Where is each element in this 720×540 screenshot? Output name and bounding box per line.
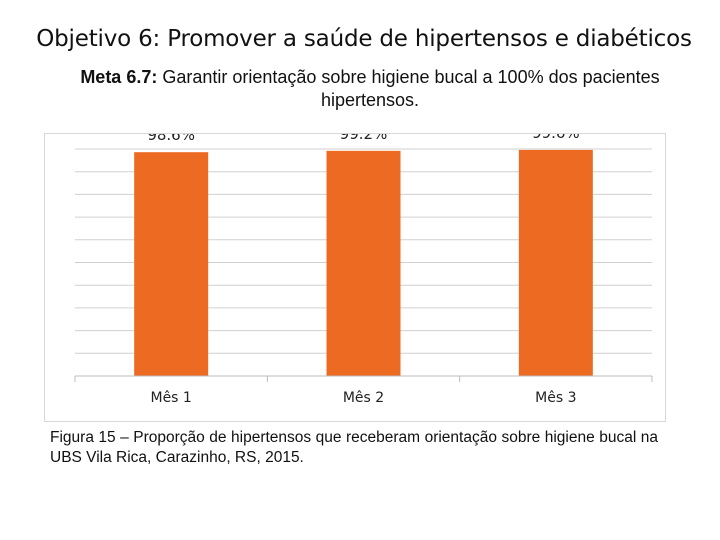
goal-text: Garantir orientação sobre higiene bucal …	[157, 67, 660, 110]
slide-title: Objetivo 6: Promover a saúde de hiperten…	[36, 26, 692, 52]
figure-caption: Figura 15 – Proporção de hipertensos que…	[50, 429, 658, 466]
x-axis	[74, 375, 653, 382]
chart-frame: 98.6% 99.2% 99.6% Mês 1 Mês 2 Mês 3	[44, 124, 666, 422]
x-tick-labels: Mês 1 Mês 2 Mês 3	[150, 390, 576, 406]
data-label: 99.6%	[532, 134, 580, 142]
goal-label: Meta 6.7:	[80, 67, 158, 87]
data-label: 98.6%	[147, 134, 195, 144]
x-tick-label: Mês 3	[535, 390, 576, 406]
bar	[134, 152, 209, 376]
goal-subtitle: Meta 6.7: Garantir orientação sobre higi…	[40, 66, 700, 112]
x-tick-label: Mês 1	[150, 390, 191, 406]
x-tick-label: Mês 2	[343, 390, 384, 406]
data-labels: 98.6% 99.2% 99.6%	[147, 124, 580, 144]
bars	[134, 149, 593, 376]
bar	[518, 149, 593, 376]
data-label: 99.2%	[340, 134, 388, 143]
bar-chart: 98.6% 99.2% 99.6% Mês 1 Mês 2 Mês 3	[74, 124, 653, 406]
bar	[326, 150, 401, 376]
